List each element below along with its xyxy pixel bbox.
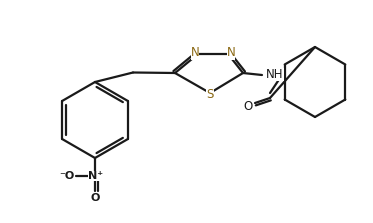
Text: O: O — [243, 101, 253, 114]
Text: N⁺: N⁺ — [88, 171, 104, 181]
Text: NH: NH — [266, 68, 284, 81]
Text: N: N — [191, 47, 200, 60]
Text: O: O — [90, 193, 100, 203]
Text: S: S — [206, 89, 214, 101]
Text: N: N — [227, 47, 235, 60]
Text: ⁻O: ⁻O — [59, 171, 75, 181]
